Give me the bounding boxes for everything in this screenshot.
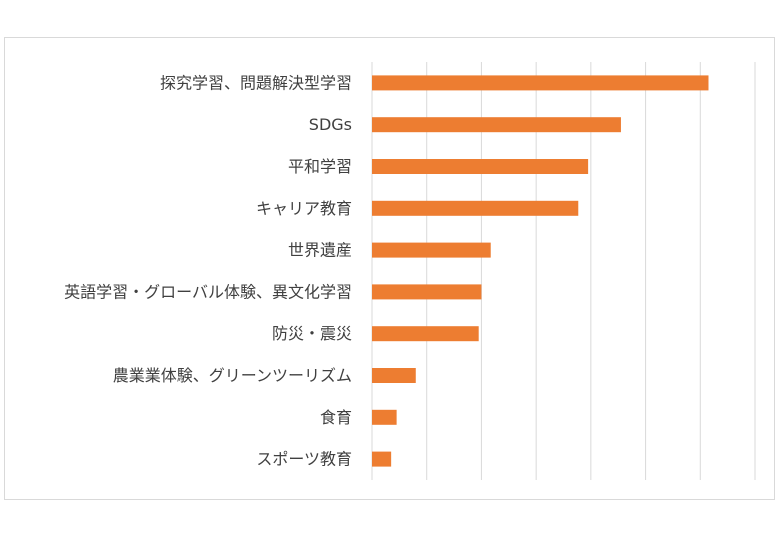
category-label: 防災・震災 [272,324,352,343]
category-label: SDGs [309,115,352,134]
bar [372,326,479,342]
bar [372,200,579,216]
bar [372,368,416,383]
bar [372,159,589,174]
category-label: キャリア教育 [256,199,352,218]
bar [372,242,491,258]
category-label: スポーツ教育 [256,450,352,469]
bars [372,75,709,467]
bar [372,75,709,91]
category-labels: 探究学習、問題解決型学習 SDGs 平和学習キャリア教育世界遺産英語学習・グローバル… [64,73,352,468]
category-label: 英語学習・グローバル体験、異文化学習 [64,282,352,301]
bar [372,409,397,425]
category-label: 世界遺産 [288,241,352,260]
bar [372,451,392,467]
bar [372,117,621,133]
bar [372,284,482,300]
category-label: 探究学習、問題解決型学習 [160,73,352,92]
category-label: 食育 [320,408,352,427]
category-label: 平和学習 [288,157,352,176]
category-label: 農業業体験、グリーンツーリズム [113,366,352,385]
